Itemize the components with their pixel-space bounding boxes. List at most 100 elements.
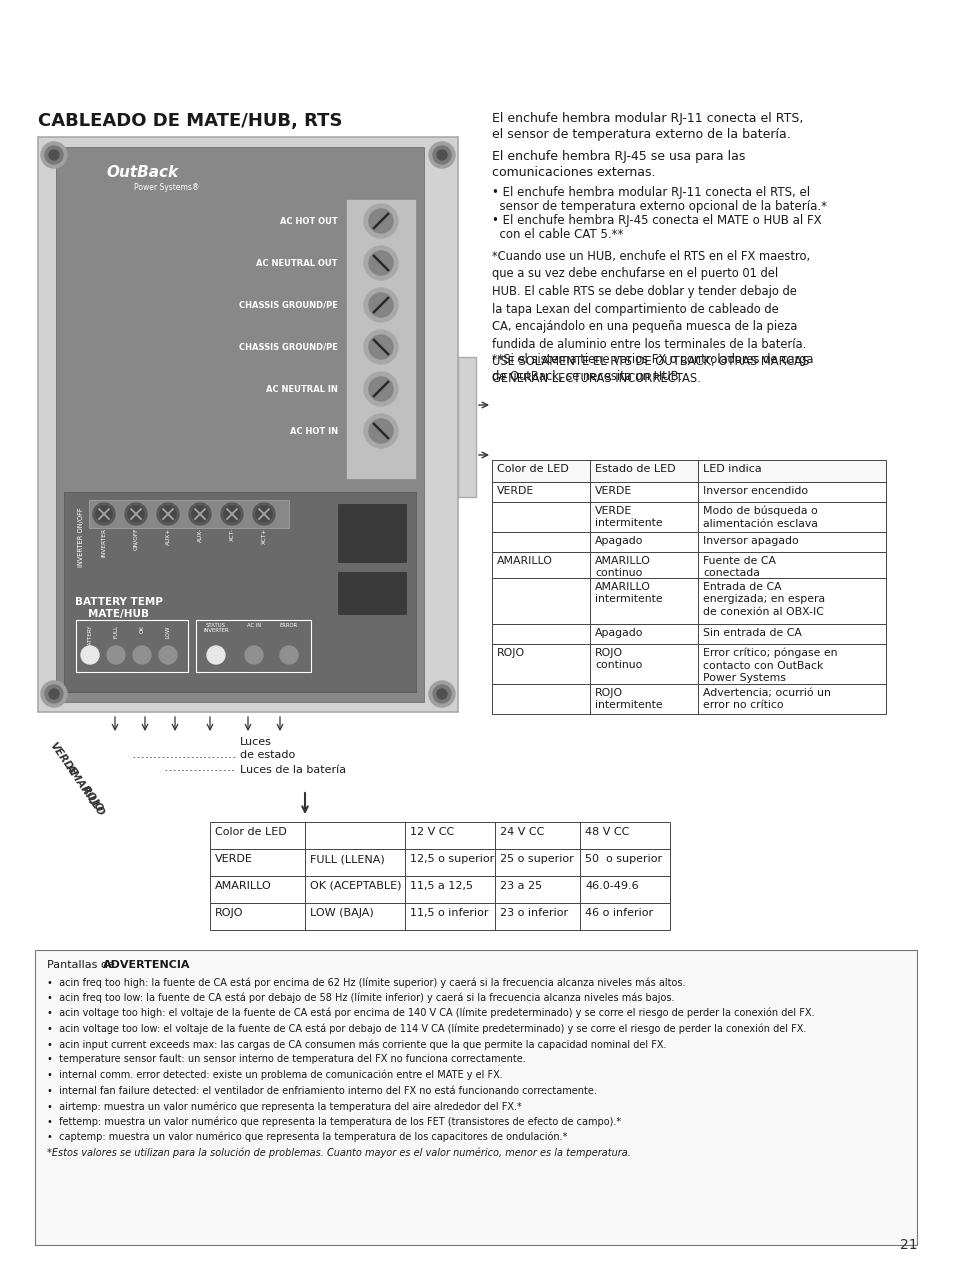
Text: XCT+: XCT+ — [261, 528, 266, 544]
Text: OutBack: OutBack — [106, 165, 178, 181]
Text: Luces de la batería: Luces de la batería — [240, 764, 346, 775]
Text: ROJO
intermitente: ROJO intermitente — [595, 688, 662, 710]
Circle shape — [45, 686, 63, 703]
Text: •  acin freq too high: la fuente de CA está por encima de 62 Hz (límite superior: • acin freq too high: la fuente de CA es… — [47, 977, 685, 987]
Text: STATUS
INVERTER: STATUS INVERTER — [203, 623, 229, 633]
Bar — [457, 357, 476, 497]
Bar — [210, 848, 669, 876]
Circle shape — [253, 502, 274, 525]
Text: •  acin input current exceeds max: las cargas de CA consumen más corriente que l: • acin input current exceeds max: las ca… — [47, 1039, 666, 1049]
Bar — [337, 572, 406, 614]
Text: 11,5 o inferior: 11,5 o inferior — [410, 908, 488, 918]
Circle shape — [369, 418, 393, 443]
Text: 23 a 25: 23 a 25 — [499, 881, 541, 890]
Text: FULL: FULL — [113, 625, 118, 639]
Text: Entrada de CA
energizada; en espera
de conexión al OBX-IC: Entrada de CA energizada; en espera de c… — [702, 583, 824, 617]
Text: VERDE
intermitente: VERDE intermitente — [595, 506, 662, 528]
Circle shape — [132, 646, 151, 664]
Text: LED indica: LED indica — [702, 464, 760, 474]
Circle shape — [221, 502, 243, 525]
Text: con el cable CAT 5.**: con el cable CAT 5.** — [492, 228, 622, 240]
Text: ROJO: ROJO — [497, 647, 524, 658]
Text: 25 o superior: 25 o superior — [499, 854, 573, 864]
Text: VERDE: VERDE — [214, 854, 253, 864]
Text: Estado de LED: Estado de LED — [595, 464, 675, 474]
Text: XCT-: XCT- — [230, 528, 234, 541]
Text: 11,5 a 12,5: 11,5 a 12,5 — [410, 881, 473, 890]
Bar — [35, 950, 916, 1245]
Text: Modo de búsqueda o
alimentación esclava: Modo de búsqueda o alimentación esclava — [702, 506, 817, 529]
Text: •  captemp: muestra un valor numérico que representa la temperatura de los capac: • captemp: muestra un valor numérico que… — [47, 1132, 567, 1142]
Circle shape — [49, 150, 59, 160]
Circle shape — [364, 413, 397, 448]
Text: Sin entrada de CA: Sin entrada de CA — [702, 628, 801, 639]
Circle shape — [192, 506, 208, 522]
Text: de estado: de estado — [240, 750, 294, 759]
Text: Pantallas de: Pantallas de — [47, 960, 118, 971]
Bar — [492, 482, 885, 502]
Circle shape — [436, 689, 447, 700]
Circle shape — [125, 502, 147, 525]
Text: FULL (LLENA): FULL (LLENA) — [310, 854, 384, 864]
Bar — [492, 577, 885, 625]
Text: 48 V CC: 48 V CC — [584, 827, 629, 837]
Bar — [76, 619, 188, 672]
Circle shape — [245, 646, 263, 664]
Circle shape — [41, 142, 67, 168]
Text: AC NEUTRAL IN: AC NEUTRAL IN — [266, 384, 337, 393]
Bar — [38, 137, 457, 712]
Circle shape — [92, 502, 115, 525]
Text: 24 V CC: 24 V CC — [499, 827, 544, 837]
Circle shape — [224, 506, 240, 522]
Text: AMARILLO: AMARILLO — [214, 881, 272, 890]
Text: Inversor apagado: Inversor apagado — [702, 536, 798, 546]
Text: AC NEUTRAL OUT: AC NEUTRAL OUT — [256, 258, 337, 267]
Text: Apagado: Apagado — [595, 536, 643, 546]
Bar — [210, 876, 669, 903]
Text: VERDE: VERDE — [497, 486, 534, 496]
Circle shape — [280, 646, 297, 664]
Text: Color de LED: Color de LED — [497, 464, 568, 474]
Bar — [492, 460, 885, 482]
Circle shape — [429, 681, 455, 707]
Text: • El enchufe hembra modular RJ-11 conecta el RTS, el: • El enchufe hembra modular RJ-11 conect… — [492, 186, 809, 198]
Circle shape — [41, 681, 67, 707]
Bar — [337, 504, 406, 562]
Text: LOW: LOW — [165, 625, 171, 637]
Text: ON/OFF: ON/OFF — [133, 528, 138, 551]
Bar — [210, 903, 669, 930]
Bar — [89, 500, 289, 528]
Text: AC IN: AC IN — [247, 623, 261, 628]
Text: OK: OK — [139, 625, 144, 632]
Circle shape — [433, 686, 451, 703]
Circle shape — [364, 371, 397, 406]
Text: 46 o inferior: 46 o inferior — [584, 908, 653, 918]
Circle shape — [45, 146, 63, 164]
Circle shape — [157, 502, 179, 525]
Text: AMARILLO: AMARILLO — [497, 556, 553, 566]
Text: VERDE: VERDE — [595, 486, 632, 496]
Bar — [492, 552, 885, 577]
Bar — [64, 492, 416, 692]
Circle shape — [81, 646, 99, 664]
Circle shape — [369, 377, 393, 401]
Text: AMARILLO: AMARILLO — [64, 762, 107, 817]
Text: ROJO
continuo: ROJO continuo — [595, 647, 641, 670]
Text: Luces: Luces — [240, 736, 272, 747]
Text: INVERTER: INVERTER — [101, 528, 107, 557]
Circle shape — [128, 506, 144, 522]
Text: AC HOT OUT: AC HOT OUT — [280, 216, 337, 225]
Circle shape — [369, 335, 393, 359]
Text: •  internal comm. error detected: existe un problema de comunicación entre el MA: • internal comm. error detected: existe … — [47, 1070, 502, 1080]
Text: Error crítico; póngase en
contacto con OutBack
Power Systems: Error crítico; póngase en contacto con O… — [702, 647, 837, 683]
Text: el sensor de temperatura externo de la batería.: el sensor de temperatura externo de la b… — [492, 128, 790, 141]
Circle shape — [159, 646, 177, 664]
Text: El enchufe hembra RJ-45 se usa para las: El enchufe hembra RJ-45 se usa para las — [492, 150, 744, 163]
Circle shape — [429, 142, 455, 168]
Text: 12,5 o superior: 12,5 o superior — [410, 854, 494, 864]
Bar — [492, 625, 885, 644]
Circle shape — [96, 506, 112, 522]
Text: VERDE: VERDE — [48, 740, 78, 777]
Text: 21: 21 — [900, 1238, 917, 1252]
Text: BATTERY TEMP
MATE/HUB: BATTERY TEMP MATE/HUB — [75, 597, 163, 619]
